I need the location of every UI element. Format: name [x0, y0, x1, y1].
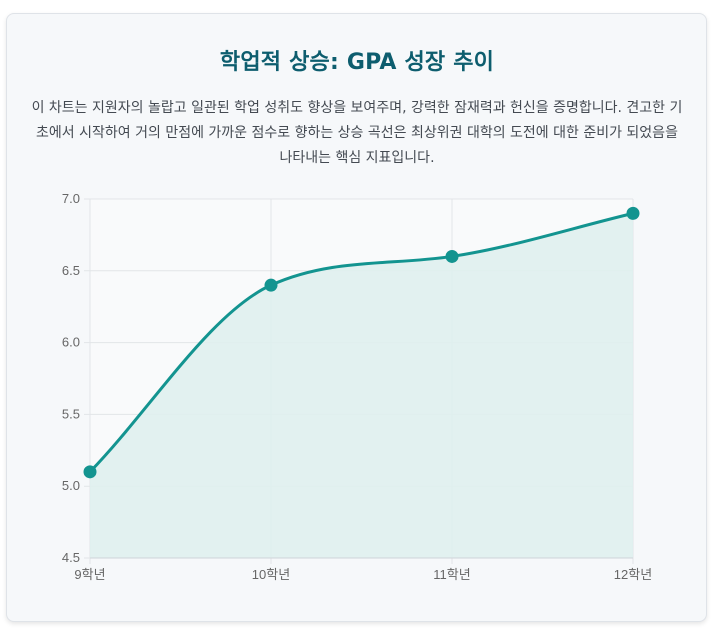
x-tick-label: 10학년 [252, 567, 290, 582]
gpa-point [626, 206, 640, 220]
gpa-point [445, 249, 459, 263]
chart-description: 이 차트는 지원자의 놀랍고 일관된 학업 성취도 향상을 보여주며, 강력한 … [31, 100, 683, 166]
gpa-point [83, 465, 97, 479]
y-tick-label: 6.0 [62, 335, 80, 350]
y-tick-label: 5.0 [62, 478, 80, 493]
y-tick-label: 7.0 [62, 191, 80, 206]
y-tick-label: 4.5 [62, 550, 80, 565]
y-tick-label: 5.5 [62, 406, 80, 421]
x-tick-label: 11학년 [433, 567, 470, 582]
gpa-point [264, 278, 278, 292]
y-tick-label: 6.5 [62, 263, 80, 278]
gpa-area-fill [90, 213, 633, 559]
x-tick-label: 12학년 [614, 567, 652, 582]
chart-title: 학업적 상승: GPA 성장 추이 [219, 50, 495, 75]
x-tick-label: 9학년 [74, 567, 105, 582]
gpa-line [88, 211, 635, 474]
